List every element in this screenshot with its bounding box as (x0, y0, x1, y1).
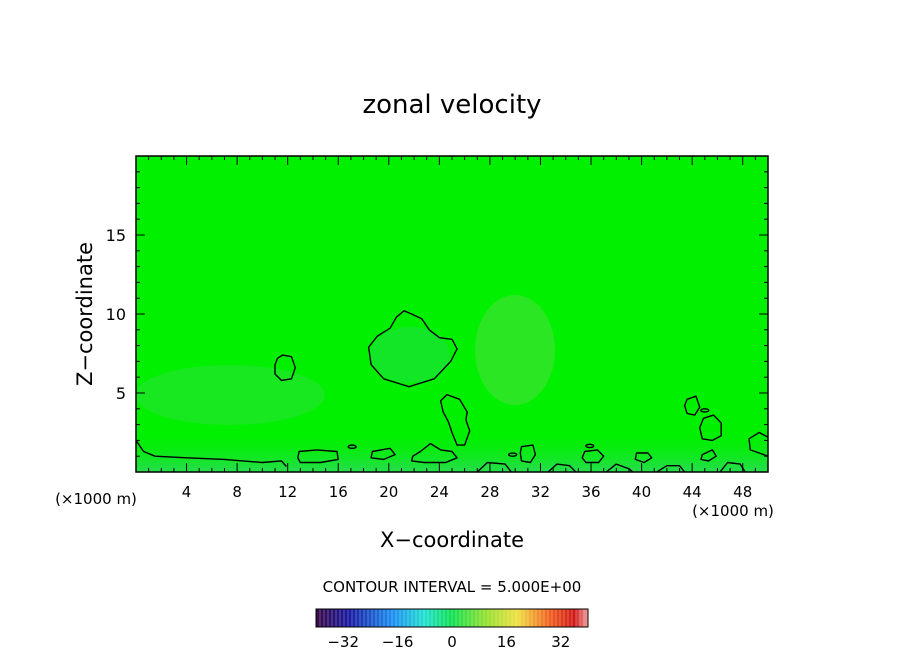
contour-blob-24 (410, 442, 458, 464)
colorbar-tick-label: 32 (551, 633, 570, 651)
axis-ticks (136, 156, 768, 472)
x-tick-label: 12 (278, 483, 297, 501)
x-tick-label: 32 (531, 483, 550, 501)
contour-blob-25 (439, 393, 471, 446)
x-tick-label: 20 (379, 483, 398, 501)
x-tick-label: 36 (581, 483, 600, 501)
contour-blob-30 (519, 444, 537, 464)
x-unit-label-right: (×1000 m) (692, 502, 774, 520)
contour-bottom-dip-42 (656, 465, 686, 472)
contour-interval-note: CONTOUR INTERVAL = 5.000E+00 (323, 578, 582, 596)
contour-blob-40 (634, 452, 653, 464)
plot-area (135, 155, 769, 473)
colorbar-tick-label: 0 (447, 633, 457, 651)
contour-bottom-dip-29 (476, 461, 512, 472)
y-tick-labels: 5 10 15 (106, 226, 126, 403)
field-shading (370, 327, 450, 383)
y-tick-label: 5 (116, 384, 126, 403)
contour-blob-19 (370, 447, 396, 461)
contour-small-45 (699, 414, 722, 442)
y-tick-label: 10 (106, 305, 126, 324)
x-tick-label: 28 (480, 483, 499, 501)
x-tick-label: 44 (683, 483, 702, 501)
contour-small-12 (274, 354, 296, 382)
x-unit-label-left: (×1000 m) (55, 490, 137, 508)
colorbar-tick-label: 16 (497, 633, 516, 651)
colorbar-segments (319, 609, 585, 627)
field-shading (475, 295, 555, 405)
colorbar-frame (315, 608, 589, 628)
colorbar: −32 −16 0 16 32 (315, 608, 589, 651)
contour-right-edge (748, 431, 768, 457)
contour-blob-mid (367, 310, 458, 388)
x-tick-labels: 4 8 12 16 20 24 28 32 36 40 44 48 (182, 483, 752, 501)
contour-dot-17 (347, 444, 357, 450)
contour-bottom-dip-33 (547, 463, 577, 472)
contour-blob-36 (581, 449, 605, 464)
colorbar-gradient (316, 609, 588, 627)
contour-lines (136, 310, 768, 472)
colorbar-tick-labels: −32 −16 0 16 32 (327, 633, 570, 651)
contour-bottom-dip-37 (605, 463, 634, 472)
contour-dot-36 (585, 443, 595, 449)
y-axis-label: Z−coordinate (73, 242, 97, 386)
x-axis-label: X−coordinate (380, 528, 524, 552)
x-tick-label: 48 (733, 483, 752, 501)
x-tick-label: 4 (182, 483, 192, 501)
contour-blob-45-low (700, 449, 717, 462)
contour-dot-45 (700, 408, 710, 413)
field-shading (136, 365, 325, 425)
x-tick-label: 16 (329, 483, 348, 501)
chart-title: zonal velocity (362, 90, 541, 120)
x-tick-label: 40 (632, 483, 651, 501)
contour-small-44 (683, 395, 701, 416)
contour-dot-29 (507, 452, 518, 457)
x-tick-label: 24 (430, 483, 449, 501)
colorbar-tick-label: −16 (382, 633, 414, 651)
y-tick-label: 15 (106, 226, 126, 245)
colorbar-tick-label: −32 (327, 633, 359, 651)
contour-bottom-left (136, 440, 287, 467)
contour-blob-13 (297, 449, 339, 464)
x-tick-label: 8 (232, 483, 242, 501)
